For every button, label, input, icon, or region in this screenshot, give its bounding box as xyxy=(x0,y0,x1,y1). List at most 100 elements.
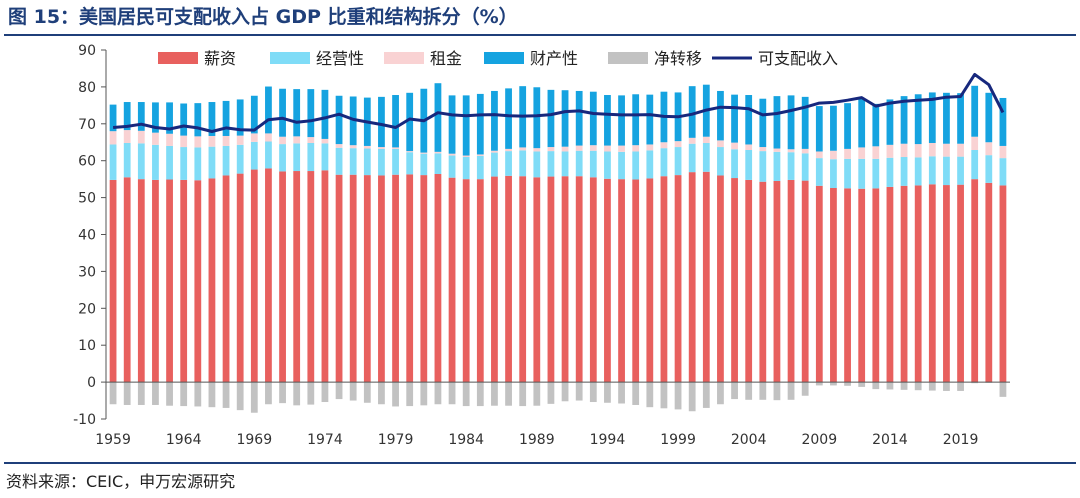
bar-segment-wages xyxy=(123,177,131,383)
bar-segment-transfers xyxy=(166,382,173,406)
bar-segment-rent xyxy=(604,145,611,152)
bar-segment-transfers xyxy=(971,382,979,384)
bar-segment-wages xyxy=(561,176,569,383)
bar-segment-property xyxy=(152,102,159,133)
bar-segment-wages xyxy=(787,179,795,383)
bar-segment-rent xyxy=(717,140,724,148)
bar-segment-property xyxy=(844,103,851,149)
bar-segment-rent xyxy=(660,142,668,149)
bar-segment-rent xyxy=(123,130,131,143)
bar-segment-wages xyxy=(660,176,668,383)
bar-segment-property xyxy=(123,102,131,131)
bar-segment-property xyxy=(872,103,880,147)
chart-title: 图 15：美国居民可支配收入占 GDP 比重和结构拆分（%） xyxy=(8,6,518,28)
bar-segment-wages xyxy=(928,184,936,383)
bar-segment-property xyxy=(406,92,414,152)
bar-segment-business xyxy=(872,158,880,189)
bar-segment-business xyxy=(123,142,131,178)
bar-segment-transfers xyxy=(604,382,611,403)
bar-segment-business xyxy=(801,153,809,181)
bar-segment-property xyxy=(166,102,173,134)
line-series-disposable xyxy=(112,72,1005,133)
bar-segment-rent xyxy=(957,143,964,157)
bar-segment-wages xyxy=(844,188,851,383)
bar-segment-business xyxy=(759,151,767,182)
bar-segment-rent xyxy=(462,155,470,158)
bar-segment-transfers xyxy=(476,382,484,407)
bar-segment-rent xyxy=(985,142,993,156)
legend-label-business: 经营性 xyxy=(316,49,364,68)
bar-segment-wages xyxy=(349,174,357,383)
bar-segment-rent xyxy=(279,136,286,145)
bar-segment-property xyxy=(943,92,950,144)
bar-segment-rent xyxy=(293,136,301,144)
bar-segment-transfers xyxy=(928,382,936,391)
bar-segment-rent xyxy=(519,147,527,151)
bar-segment-rent xyxy=(335,144,343,148)
bar-segment-business xyxy=(971,149,979,180)
bar-segment-business xyxy=(349,148,357,175)
bar-segment-wages xyxy=(646,178,654,383)
bar-segment-rent xyxy=(349,145,357,149)
bar-segment-property xyxy=(222,100,230,136)
bar-segment-wages xyxy=(363,175,371,383)
legend-label-transfers: 净转移 xyxy=(654,49,702,68)
bar-segment-rent xyxy=(265,133,272,142)
x-tick-label: 2019 xyxy=(943,432,979,448)
bar-segment-transfers xyxy=(406,382,414,407)
bar-segment-business xyxy=(293,143,301,172)
bar-segment-transfers xyxy=(279,382,286,404)
y-tick-label: -10 xyxy=(73,412,96,428)
bar-segment-property xyxy=(957,93,964,144)
bar-segment-property xyxy=(971,85,979,137)
bar-segment-transfers xyxy=(420,382,428,406)
bar-segment-business xyxy=(717,147,724,176)
bar-segment-rent xyxy=(688,137,696,144)
bar-segment-transfers xyxy=(660,382,668,409)
bar-segment-wages xyxy=(152,179,159,383)
bar-segment-rent xyxy=(999,145,1007,159)
bar-segment-transfers xyxy=(773,382,781,401)
bar-segment-transfers xyxy=(618,382,625,404)
bar-segment-transfers xyxy=(491,382,498,406)
bar-segment-transfers xyxy=(462,382,470,407)
bar-segment-property xyxy=(999,97,1007,146)
bar-segment-rent xyxy=(434,151,442,154)
bar-segment-transfers xyxy=(363,382,371,403)
bar-segment-wages xyxy=(265,168,272,383)
bar-segment-property xyxy=(279,88,286,137)
bar-segment-wages xyxy=(321,170,329,383)
bar-segment-rent xyxy=(575,145,583,151)
bar-segment-business xyxy=(928,156,936,185)
bar-segment-business xyxy=(462,157,470,180)
y-tick-label: 10 xyxy=(78,338,96,354)
bar-segment-rent xyxy=(194,136,202,148)
legend-swatch-rent xyxy=(384,52,424,64)
bar-segment-business xyxy=(957,156,964,185)
bar-segment-property xyxy=(335,95,343,145)
bar-segment-rent xyxy=(222,135,230,146)
bar-segment-transfers xyxy=(533,382,541,406)
y-tick-label: 20 xyxy=(78,301,96,317)
bar-segment-wages xyxy=(222,175,230,383)
bar-segment-wages xyxy=(166,179,173,383)
bar-segment-business xyxy=(250,141,258,170)
bar-segment-business xyxy=(406,152,414,175)
bar-segment-wages xyxy=(575,176,583,383)
bar-segment-business xyxy=(420,153,428,176)
bar-segment-business xyxy=(688,143,696,173)
bar-segment-rent xyxy=(745,144,753,150)
bar-segment-property xyxy=(547,89,555,148)
bar-segment-property xyxy=(787,95,795,150)
x-tick-label: 1984 xyxy=(448,432,484,448)
bar-segment-transfers xyxy=(434,382,442,405)
bar-segment-property xyxy=(575,90,583,146)
bar-segment-wages xyxy=(900,185,908,383)
bar-segment-business xyxy=(731,149,738,179)
bar-segment-wages xyxy=(731,178,738,383)
bar-segment-rent xyxy=(491,150,498,153)
bar-segment-transfers xyxy=(208,382,216,408)
bar-segment-property xyxy=(462,95,470,156)
bar-segment-property xyxy=(533,87,541,149)
bar-segment-wages xyxy=(491,176,498,383)
